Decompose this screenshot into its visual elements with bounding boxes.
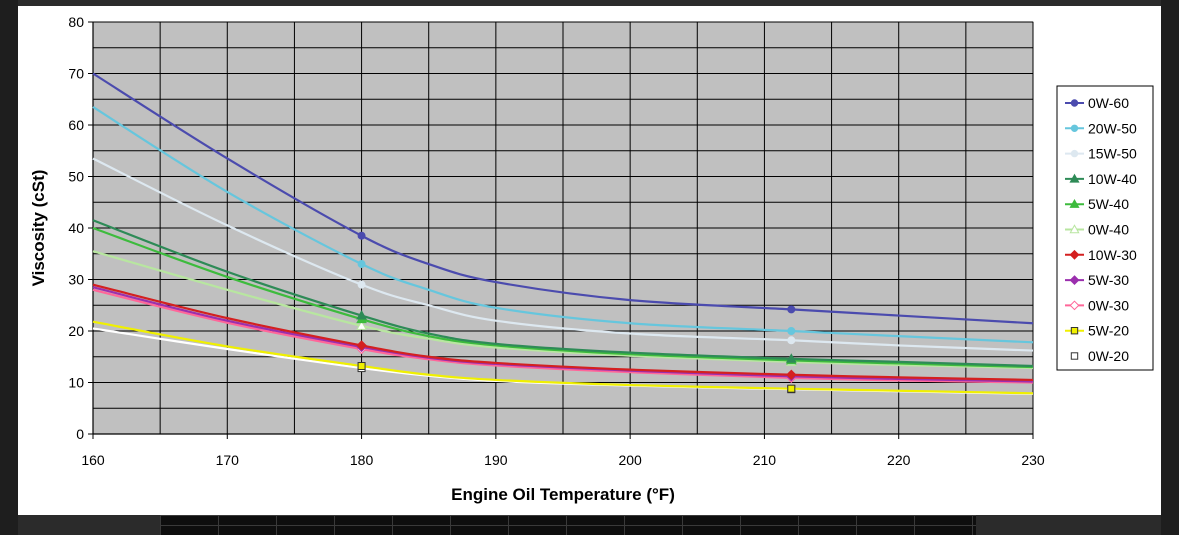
legend-label: 5W-40 bbox=[1088, 196, 1129, 212]
x-tick-label: 200 bbox=[618, 452, 642, 468]
y-tick-label: 40 bbox=[68, 220, 84, 236]
data-point bbox=[356, 340, 367, 351]
legend-label: 0W-60 bbox=[1088, 95, 1129, 111]
legend-entry: 0W-40 bbox=[1065, 222, 1129, 238]
legend-label: 10W-30 bbox=[1088, 247, 1137, 263]
legend-entry: 20W-50 bbox=[1065, 120, 1137, 136]
legend-entry: 0W-20 bbox=[1065, 348, 1129, 364]
data-point bbox=[357, 362, 366, 371]
legend-label: 10W-40 bbox=[1088, 171, 1137, 187]
series-line bbox=[92, 157, 1034, 352]
data-point bbox=[787, 384, 796, 393]
data-point bbox=[357, 280, 366, 289]
data-point bbox=[786, 369, 797, 380]
legend-entry: 5W-30 bbox=[1065, 272, 1129, 288]
legend-swatch-marker bbox=[1069, 224, 1080, 234]
y-tick-label: 0 bbox=[76, 426, 84, 442]
legend-swatch-marker bbox=[1070, 149, 1079, 158]
series-line bbox=[92, 219, 1034, 368]
data-point bbox=[356, 320, 367, 330]
legend: 0W-60 20W-50 15W-50 10W-40 5W-40 0W-40 10W-30 5… bbox=[1056, 85, 1154, 371]
data-point bbox=[357, 231, 366, 240]
tick-labels: 0 10 20 30 40 50 60 70 80 160 170 180 190 200 210 220 23… bbox=[68, 14, 1044, 468]
data-point bbox=[356, 310, 367, 320]
y-tick-label: 80 bbox=[68, 14, 84, 30]
legend-swatch-marker bbox=[1069, 198, 1080, 208]
y-axis-title: Viscosity (cSt) bbox=[29, 170, 48, 287]
series-10W-30 bbox=[92, 283, 1034, 382]
series-0W-60 bbox=[92, 72, 1034, 325]
y-tick-label: 70 bbox=[68, 66, 84, 82]
x-tick-label: 180 bbox=[350, 452, 374, 468]
series-layer bbox=[92, 72, 1034, 395]
series-line bbox=[92, 226, 1034, 369]
legend-label: 0W-30 bbox=[1088, 297, 1129, 313]
window-frame-left bbox=[0, 0, 18, 535]
series-line bbox=[92, 320, 1034, 395]
x-tick-label: 160 bbox=[81, 452, 105, 468]
x-tick-label: 210 bbox=[753, 452, 777, 468]
data-point bbox=[357, 260, 366, 269]
legend-swatch-marker bbox=[1070, 352, 1079, 360]
data-point bbox=[787, 327, 796, 335]
gridlines bbox=[92, 21, 1034, 435]
data-point bbox=[787, 305, 796, 314]
legend-swatch-marker bbox=[1070, 124, 1079, 133]
x-tick-label: 220 bbox=[887, 452, 911, 468]
series-line bbox=[92, 106, 1034, 344]
legend-entry: 10W-40 bbox=[1065, 171, 1137, 187]
legend-swatch-marker bbox=[1069, 300, 1080, 311]
legend-swatch-marker bbox=[1070, 327, 1079, 335]
legend-swatch-marker bbox=[1070, 99, 1079, 107]
series-line bbox=[92, 72, 1034, 325]
y-tick-label: 50 bbox=[68, 169, 84, 185]
legend-label: 5W-30 bbox=[1088, 272, 1129, 288]
y-tick-label: 20 bbox=[68, 323, 84, 339]
x-tick-label: 190 bbox=[484, 452, 508, 468]
legend-label: 5W-20 bbox=[1088, 323, 1129, 339]
y-tick-label: 60 bbox=[68, 117, 84, 133]
series-15W-50 bbox=[92, 157, 1034, 352]
series-line bbox=[92, 283, 1034, 382]
legend-label: 0W-40 bbox=[1088, 222, 1129, 238]
legend-swatch-marker bbox=[1069, 275, 1080, 286]
legend-label: 15W-50 bbox=[1088, 146, 1137, 162]
y-tick-label: 30 bbox=[68, 272, 84, 288]
background-spreadsheet-strip bbox=[160, 515, 976, 535]
x-axis-title: Engine Oil Temperature (°F) bbox=[451, 485, 675, 504]
legend-entry: 10W-30 bbox=[1065, 247, 1137, 263]
x-tick-label: 230 bbox=[1021, 452, 1045, 468]
legend-entry: 0W-60 bbox=[1065, 95, 1129, 111]
series-line bbox=[92, 250, 1034, 370]
legend-swatch-marker bbox=[1069, 249, 1080, 260]
series-line bbox=[92, 288, 1034, 384]
legend-entry: 0W-30 bbox=[1065, 297, 1129, 313]
data-point bbox=[787, 336, 796, 345]
window-frame-right bbox=[1161, 0, 1179, 535]
y-tick-label: 10 bbox=[68, 375, 84, 391]
x-tick-label: 170 bbox=[216, 452, 240, 468]
legend-label: 20W-50 bbox=[1088, 120, 1137, 136]
legend-entry: 5W-20 bbox=[1065, 323, 1129, 339]
legend-entry: 5W-40 bbox=[1065, 196, 1129, 212]
legend-swatch-marker bbox=[1069, 173, 1080, 183]
series-20W-50 bbox=[92, 106, 1034, 344]
legend-label: 0W-20 bbox=[1088, 348, 1129, 364]
legend-entry: 15W-50 bbox=[1065, 146, 1137, 162]
data-point bbox=[785, 353, 797, 363]
series-5W-20 bbox=[92, 320, 1034, 395]
series-10W-40 bbox=[92, 219, 1034, 368]
